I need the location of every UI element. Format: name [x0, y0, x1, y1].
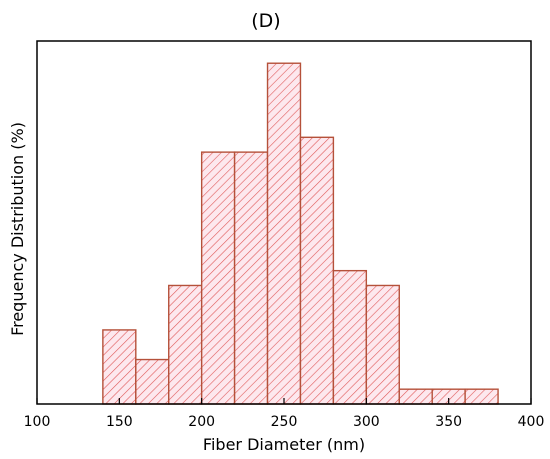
histogram-bar-160-180 — [135, 358, 170, 405]
x-tick-label: 350 — [435, 414, 462, 430]
x-tick-label: 300 — [353, 414, 380, 430]
x-tick-label: 150 — [106, 414, 133, 430]
histogram-bars — [102, 62, 499, 405]
histogram-bar-260-280 — [299, 136, 335, 405]
x-axis-label: Fiber Diameter (nm) — [203, 435, 365, 454]
histogram-bar-300-320 — [365, 284, 400, 405]
x-tick-label: 100 — [24, 414, 51, 430]
histogram-bar-240-260 — [266, 62, 302, 405]
x-tick-label: 200 — [188, 414, 215, 430]
histogram-bar-280-300 — [332, 269, 368, 405]
histogram-bar-200-220 — [200, 151, 236, 405]
x-tick-label: 400 — [518, 414, 545, 430]
x-tick-label: 250 — [271, 414, 298, 430]
histogram-bar-320-340 — [398, 388, 433, 405]
histogram-bar-220-240 — [233, 151, 269, 405]
x-axis-ticks: 100 150 200 250 300 350 400 — [24, 398, 545, 430]
histogram-bar-180-200 — [168, 284, 203, 405]
chart-title: (D) — [251, 10, 280, 32]
y-axis-label: Frequency Distribution (%) — [8, 122, 27, 336]
histogram-bar-360-380 — [464, 388, 499, 405]
histogram-bar-140-160 — [102, 329, 137, 405]
